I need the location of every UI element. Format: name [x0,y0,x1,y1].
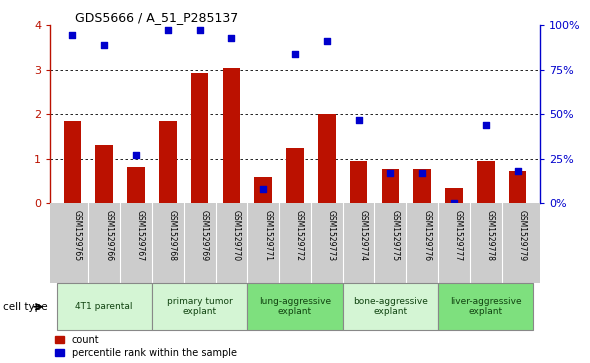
Text: 4T1 parental: 4T1 parental [76,302,133,311]
Text: bone-aggressive
explant: bone-aggressive explant [353,297,428,317]
Point [449,200,458,206]
Bar [318,114,336,203]
Bar [343,283,438,330]
Bar [57,283,152,330]
Text: primary tumor
explant: primary tumor explant [167,297,232,317]
Text: GSM1529775: GSM1529775 [391,210,399,261]
Point [418,170,427,176]
Bar [438,283,533,330]
Point [227,35,236,41]
Bar [191,73,208,203]
Text: GSM1529777: GSM1529777 [454,210,463,261]
Text: GSM1529770: GSM1529770 [231,210,240,261]
Bar [247,283,343,330]
Text: GDS5666 / A_51_P285137: GDS5666 / A_51_P285137 [74,11,238,24]
Point [195,27,204,33]
Text: GSM1529773: GSM1529773 [327,210,336,261]
Point [163,27,172,33]
Text: lung-aggressive
explant: lung-aggressive explant [259,297,331,317]
Text: GSM1529765: GSM1529765 [73,210,81,261]
Point [322,38,332,44]
Text: GSM1529768: GSM1529768 [168,210,177,261]
Point [386,170,395,176]
Text: GSM1529772: GSM1529772 [295,210,304,261]
Point [68,32,77,38]
Point [100,42,109,48]
Legend: count, percentile rank within the sample: count, percentile rank within the sample [55,335,237,358]
Text: GSM1529771: GSM1529771 [263,210,272,261]
Point [290,52,300,57]
Bar [254,177,272,203]
Bar [445,188,463,203]
Bar [382,168,399,203]
Point [132,152,141,158]
Bar [64,121,81,203]
Text: GSM1529767: GSM1529767 [136,210,145,261]
Bar [509,171,526,203]
Text: GSM1529769: GSM1529769 [199,210,209,261]
Point [513,168,522,174]
Bar [127,167,145,203]
Bar [477,161,494,203]
Text: GSM1529774: GSM1529774 [359,210,368,261]
Text: GSM1529766: GSM1529766 [104,210,113,261]
Text: GSM1529779: GSM1529779 [517,210,527,261]
Bar [159,121,176,203]
Bar [350,161,368,203]
Bar [222,68,240,203]
Text: liver-aggressive
explant: liver-aggressive explant [450,297,522,317]
Bar [96,146,113,203]
Point [354,117,363,123]
Point [258,186,268,192]
Text: GSM1529778: GSM1529778 [486,210,495,261]
Bar [286,148,304,203]
Text: GSM1529776: GSM1529776 [422,210,431,261]
Point [481,122,490,128]
Bar [414,168,431,203]
Bar [152,283,247,330]
Text: cell type: cell type [3,302,48,312]
